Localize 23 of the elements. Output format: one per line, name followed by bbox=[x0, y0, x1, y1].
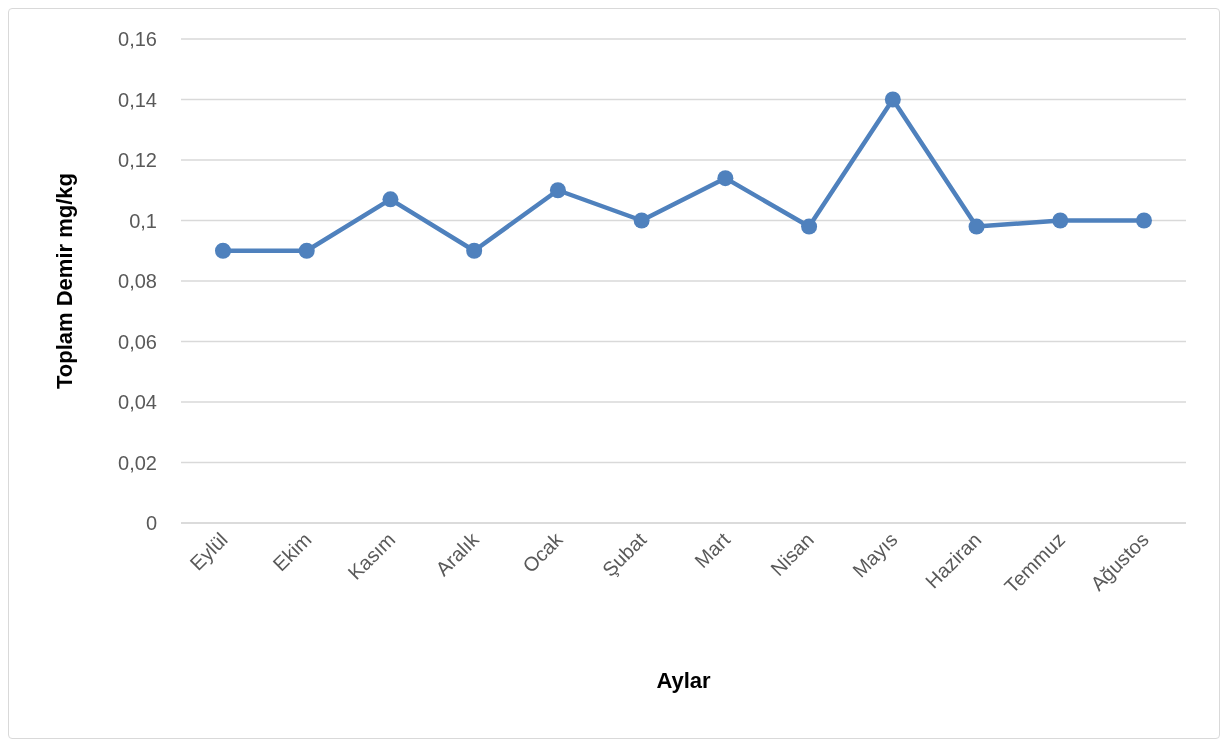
y-tick-label: 0,04 bbox=[118, 391, 157, 414]
point bbox=[298, 242, 315, 259]
point bbox=[382, 191, 399, 208]
point bbox=[717, 170, 734, 187]
point bbox=[801, 218, 818, 235]
y-tick-label: 0,02 bbox=[118, 451, 157, 474]
y-tick-label: 0,14 bbox=[118, 88, 157, 111]
y-tick-label: 0,12 bbox=[118, 149, 157, 172]
point bbox=[549, 182, 566, 199]
point bbox=[1136, 212, 1152, 229]
y-tick-label: 0,16 bbox=[118, 28, 157, 51]
y-tick-label: 0,06 bbox=[118, 330, 157, 353]
y-axis-title: Toplam Demir mg/kg bbox=[51, 173, 77, 389]
point bbox=[884, 91, 901, 108]
point bbox=[968, 218, 985, 235]
y-tick-label: 0,1 bbox=[129, 209, 157, 232]
point bbox=[215, 242, 231, 259]
y-tick-label: 0,08 bbox=[118, 270, 157, 293]
point bbox=[633, 212, 650, 229]
x-axis-title: Aylar bbox=[656, 668, 712, 693]
point bbox=[1052, 212, 1069, 229]
y-tick-label: 0 bbox=[145, 512, 157, 535]
point bbox=[466, 242, 483, 259]
